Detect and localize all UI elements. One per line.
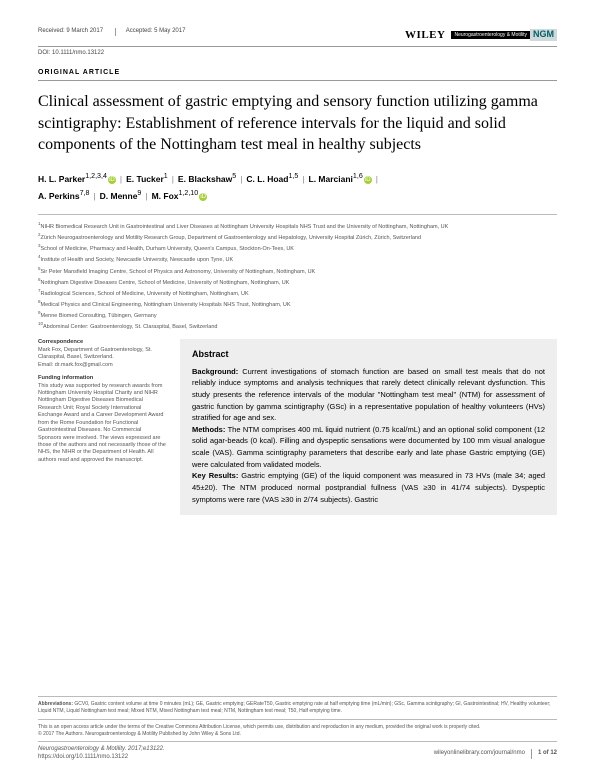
journal-badge-name: Neurogastroenterology & Motility <box>451 31 530 40</box>
receipt-bar: Received: 9 March 2017 Accepted: 5 May 2… <box>38 28 557 47</box>
orcid-icon: iD <box>199 193 207 201</box>
author-separator: | <box>240 174 242 184</box>
abbr-label: Abbreviations: <box>38 701 73 707</box>
abstract-methods: Methods: The NTM comprises 400 mL liquid… <box>192 425 545 469</box>
correspondence-email: Email: dr.mark.fox@gmail.com <box>38 362 113 368</box>
correspondence-heading: Correspondence <box>38 339 83 345</box>
abbr-text: GCV0, Gastric content volume at time 0 m… <box>38 701 551 714</box>
affiliation: 8Medical Physics and Clinical Engineerin… <box>38 299 557 309</box>
affiliation: 2Zürich Neurogastroenterology and Motili… <box>38 232 557 242</box>
received-date: Received: 9 March 2017 <box>38 28 103 36</box>
journal-badge-abbr: NGM <box>530 29 557 41</box>
affiliation: 10Abdominal Center: Gastroenterology, St… <box>38 321 557 331</box>
author-separator: | <box>120 174 122 184</box>
citation-left: Neurogastroenterology & Motility. 2017;e… <box>38 746 165 762</box>
journal-badge: Neurogastroenterology & Motility NGM <box>451 29 557 41</box>
abstract-heading: Abstract <box>192 349 545 361</box>
receipt-dates: Received: 9 March 2017 Accepted: 5 May 2… <box>38 28 195 36</box>
page-footer: Abbreviations: GCV0, Gastric content vol… <box>38 696 557 762</box>
abstract-box: Abstract Background: Current investigati… <box>180 339 557 515</box>
author-separator: | <box>302 174 304 184</box>
author: E. Blackshaw5 <box>178 174 236 184</box>
author-separator: | <box>93 191 95 201</box>
affiliation: 4Institute of Health and Society, Newcas… <box>38 254 557 264</box>
license-block: This is an open access article under the… <box>38 719 557 743</box>
divider <box>531 749 532 759</box>
affiliation: 3School of Medicine, Pharmacy and Health… <box>38 243 557 253</box>
copyright-text: © 2017 The Authors. Neurogastroenterolog… <box>38 731 557 738</box>
author-separator: | <box>376 174 378 184</box>
publisher-block: WILEY Neurogastroenterology & Motility N… <box>405 28 557 42</box>
orcid-icon: iD <box>364 176 372 184</box>
doi-line: DOI: 10.1111/nmo.13122 <box>38 50 557 58</box>
author-separator: | <box>145 191 147 201</box>
abbreviations-block: Abbreviations: GCV0, Gastric content vol… <box>38 696 557 715</box>
author: H. L. Parker1,2,3,4iD <box>38 174 116 184</box>
accepted-date: Accepted: 5 May 2017 <box>115 28 186 36</box>
citation-right: wileyonlinelibrary.com/journal/nmo 1 of … <box>434 749 557 759</box>
article-title: Clinical assessment of gastric emptying … <box>38 91 557 156</box>
affiliation: 6Nottingham Digestive Diseases Centre, S… <box>38 277 557 287</box>
funding-text: This study was supported by research awa… <box>38 383 166 463</box>
affiliation: 7Radiological Sciences, School of Medici… <box>38 288 557 298</box>
author-list: H. L. Parker1,2,3,4iD | E. Tucker1 | E. Blac… <box>38 170 557 204</box>
sidebar-info: Correspondence Mark Fox, Department of G… <box>38 339 166 470</box>
author: E. Tucker1 <box>126 174 168 184</box>
affiliation: 5Sir Peter Mansfield Imaging Centre, Sch… <box>38 266 557 276</box>
bottom-row: Neurogastroenterology & Motility. 2017;e… <box>38 746 557 762</box>
author: C. L. Hoad1,5 <box>246 174 298 184</box>
journal-site: wileyonlinelibrary.com/journal/nmo <box>434 750 525 758</box>
affiliation: 1NIHR Biomedical Research Unit in Gastro… <box>38 221 557 231</box>
abstract-background: Background: Current investigations of st… <box>192 367 545 423</box>
affiliation-list: 1NIHR Biomedical Research Unit in Gastro… <box>38 214 557 331</box>
author: A. Perkins7,8 <box>38 191 89 201</box>
funding-heading: Funding information <box>38 375 93 381</box>
license-text: This is an open access article under the… <box>38 724 557 731</box>
author-separator: | <box>172 174 174 184</box>
orcid-icon: iD <box>108 176 116 184</box>
correspondence-text: Mark Fox, Department of Gastroenterology… <box>38 347 152 360</box>
author: D. Menne9 <box>100 191 142 201</box>
abstract-keyresults: Key Results: Gastric emptying (GE) of th… <box>192 471 545 503</box>
publisher-logo: WILEY <box>405 28 445 42</box>
doi-link: https://doi.org/10.1111/nmo.13122 <box>38 754 128 760</box>
article-type: ORIGINAL ARTICLE <box>38 68 557 81</box>
citation-text: Neurogastroenterology & Motility. 2017;e… <box>38 746 165 752</box>
affiliation: 9Menne Biomed Consulting, Tübingen, Germ… <box>38 310 557 320</box>
author: M. Fox1,2,10iD <box>152 191 208 201</box>
author: L. Marciani1,6iD <box>309 174 372 184</box>
page-number: 1 of 12 <box>538 750 557 758</box>
